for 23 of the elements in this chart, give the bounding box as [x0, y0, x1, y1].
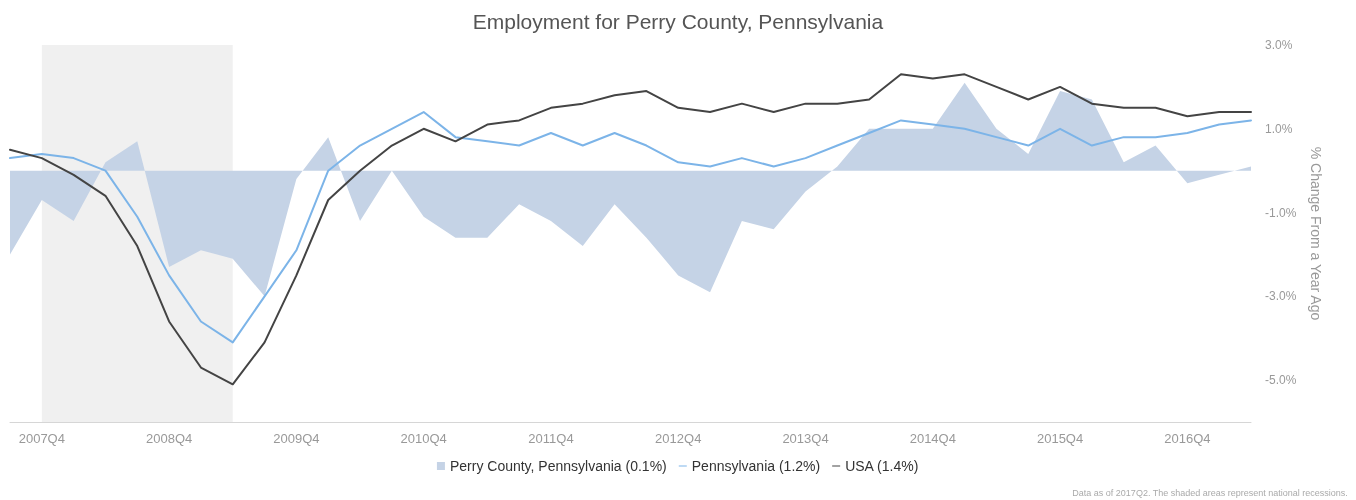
line-series: [9, 111, 1252, 344]
line-series: [9, 73, 1252, 386]
x-tick-label: 2012Q4: [655, 431, 702, 446]
legend-label: Perry County, Pennsylvania (0.1%): [449, 458, 667, 474]
x-tick-label: 2008Q4: [145, 431, 193, 446]
text: Data as of 2017Q2. The shaded areas represent national recessions.: [1072, 487, 1348, 498]
x-tick-label: 2016Q4: [1164, 431, 1211, 446]
chart-title: Employment for Perry County, Pennsylvania: [472, 10, 884, 33]
y-axis-title: % Change From a Year Ago: [1308, 146, 1324, 321]
x-tick-label: 2007Q4: [18, 431, 65, 446]
x-tick-label: 2015Q4: [1036, 431, 1084, 446]
x-tick-label: 2013Q4: [782, 431, 829, 446]
x-tick-label: 2010Q4: [400, 431, 447, 446]
y-tick-label: 1.0%: [1265, 121, 1293, 136]
legend-label: USA (1.4%): [845, 458, 919, 474]
y-tick-label: 3.0%: [1265, 38, 1293, 52]
x-tick-label: 2014Q4: [909, 431, 956, 446]
y-tick-label: -1.0%: [1265, 205, 1297, 220]
x-tick-label: 2011Q4: [528, 431, 574, 446]
y-tick-label: -3.0%: [1265, 289, 1297, 304]
x-tick-label: 2009Q4: [273, 431, 320, 446]
legend-label: Pennsylvania (1.2%): [691, 458, 821, 474]
y-tick-label: -5.0%: [1265, 373, 1297, 388]
